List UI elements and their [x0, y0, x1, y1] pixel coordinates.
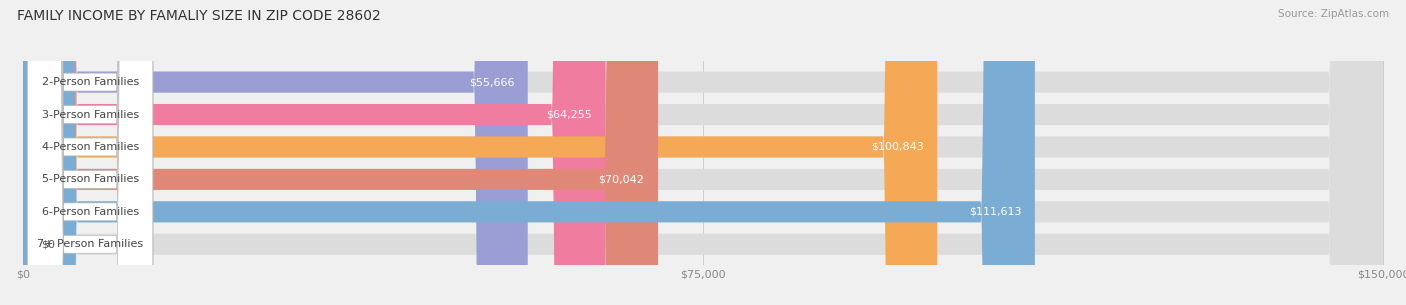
- Text: $64,255: $64,255: [547, 109, 592, 120]
- FancyBboxPatch shape: [28, 0, 153, 305]
- Text: 4-Person Families: 4-Person Families: [42, 142, 139, 152]
- Text: 2-Person Families: 2-Person Families: [42, 77, 139, 87]
- Text: FAMILY INCOME BY FAMALIY SIZE IN ZIP CODE 28602: FAMILY INCOME BY FAMALIY SIZE IN ZIP COD…: [17, 9, 381, 23]
- FancyBboxPatch shape: [22, 0, 1384, 305]
- Text: 3-Person Families: 3-Person Families: [42, 109, 139, 120]
- Text: 7+ Person Families: 7+ Person Families: [37, 239, 143, 249]
- FancyBboxPatch shape: [28, 0, 153, 305]
- Text: $70,042: $70,042: [599, 174, 644, 185]
- FancyBboxPatch shape: [22, 0, 1384, 305]
- FancyBboxPatch shape: [28, 0, 153, 305]
- FancyBboxPatch shape: [28, 0, 153, 305]
- FancyBboxPatch shape: [22, 0, 606, 305]
- Text: $100,843: $100,843: [870, 142, 924, 152]
- FancyBboxPatch shape: [22, 0, 527, 305]
- Text: $55,666: $55,666: [468, 77, 515, 87]
- FancyBboxPatch shape: [22, 0, 658, 305]
- Text: $111,613: $111,613: [969, 207, 1021, 217]
- Text: 5-Person Families: 5-Person Families: [42, 174, 139, 185]
- FancyBboxPatch shape: [22, 0, 1384, 305]
- FancyBboxPatch shape: [22, 0, 1384, 305]
- FancyBboxPatch shape: [22, 0, 1384, 305]
- FancyBboxPatch shape: [28, 0, 153, 305]
- Text: 6-Person Families: 6-Person Families: [42, 207, 139, 217]
- FancyBboxPatch shape: [22, 0, 1035, 305]
- FancyBboxPatch shape: [22, 0, 1384, 305]
- Text: Source: ZipAtlas.com: Source: ZipAtlas.com: [1278, 9, 1389, 19]
- FancyBboxPatch shape: [28, 0, 153, 305]
- FancyBboxPatch shape: [22, 0, 938, 305]
- Text: $0: $0: [41, 239, 55, 249]
